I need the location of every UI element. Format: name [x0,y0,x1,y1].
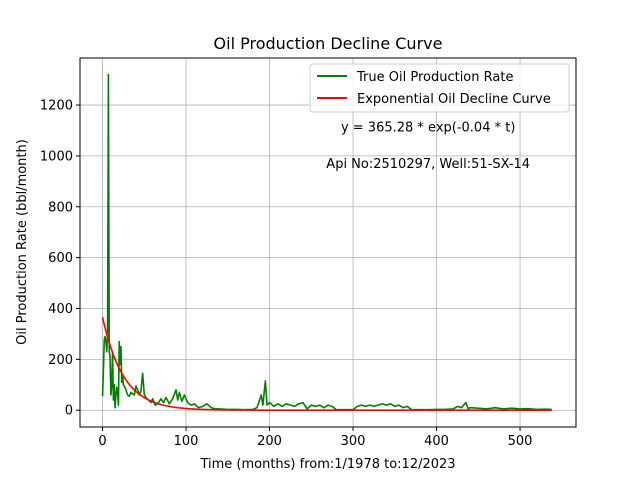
y-tick-label: 800 [48,200,73,215]
series-line-true-production [101,73,552,411]
legend-box [309,63,570,113]
y-axis-label: Oil Production Rate (bbl/month) [15,139,30,345]
x-tick-label: 300 [341,434,366,449]
x-tick-label: 400 [424,434,449,449]
series-layer [101,73,552,412]
ticks: 0 100 200 300 400 500 0 200 400 600 800 1000 1200 [40,99,533,449]
y-tick-label: 200 [48,353,73,368]
y-tick-label: 400 [48,302,73,317]
x-axis-label: Time (months) from:1/1978 to:12/2023 [199,457,455,472]
y-tick-label: 600 [48,251,73,266]
plot-frame [79,57,577,428]
legend-label-true: True Oil Production Rate [356,70,513,85]
y-tick-label: 1200 [40,99,73,114]
x-tick-label: 100 [174,434,199,449]
legend-label-fit: Exponential Oil Decline Curve [357,92,551,107]
x-tick-label: 0 [98,434,106,449]
legend: True Oil Production Rate Exponential Oil… [309,63,570,113]
x-tick-label: 500 [508,434,533,449]
y-tick-label: 0 [65,404,73,419]
well-annotation: Api No:2510297, Well:51-SX-14 [326,157,530,172]
plot-area [80,58,576,427]
annotations: y = 365.28 * exp(-0.04 * t) Api No:25102… [326,121,530,172]
equation-annotation: y = 365.28 * exp(-0.04 * t) [341,121,515,136]
y-tick-label: 1000 [40,149,73,164]
x-tick-label: 200 [257,434,282,449]
series-line-exponential-fit [101,317,552,412]
chart-title: Oil Production Decline Curve [214,34,443,53]
